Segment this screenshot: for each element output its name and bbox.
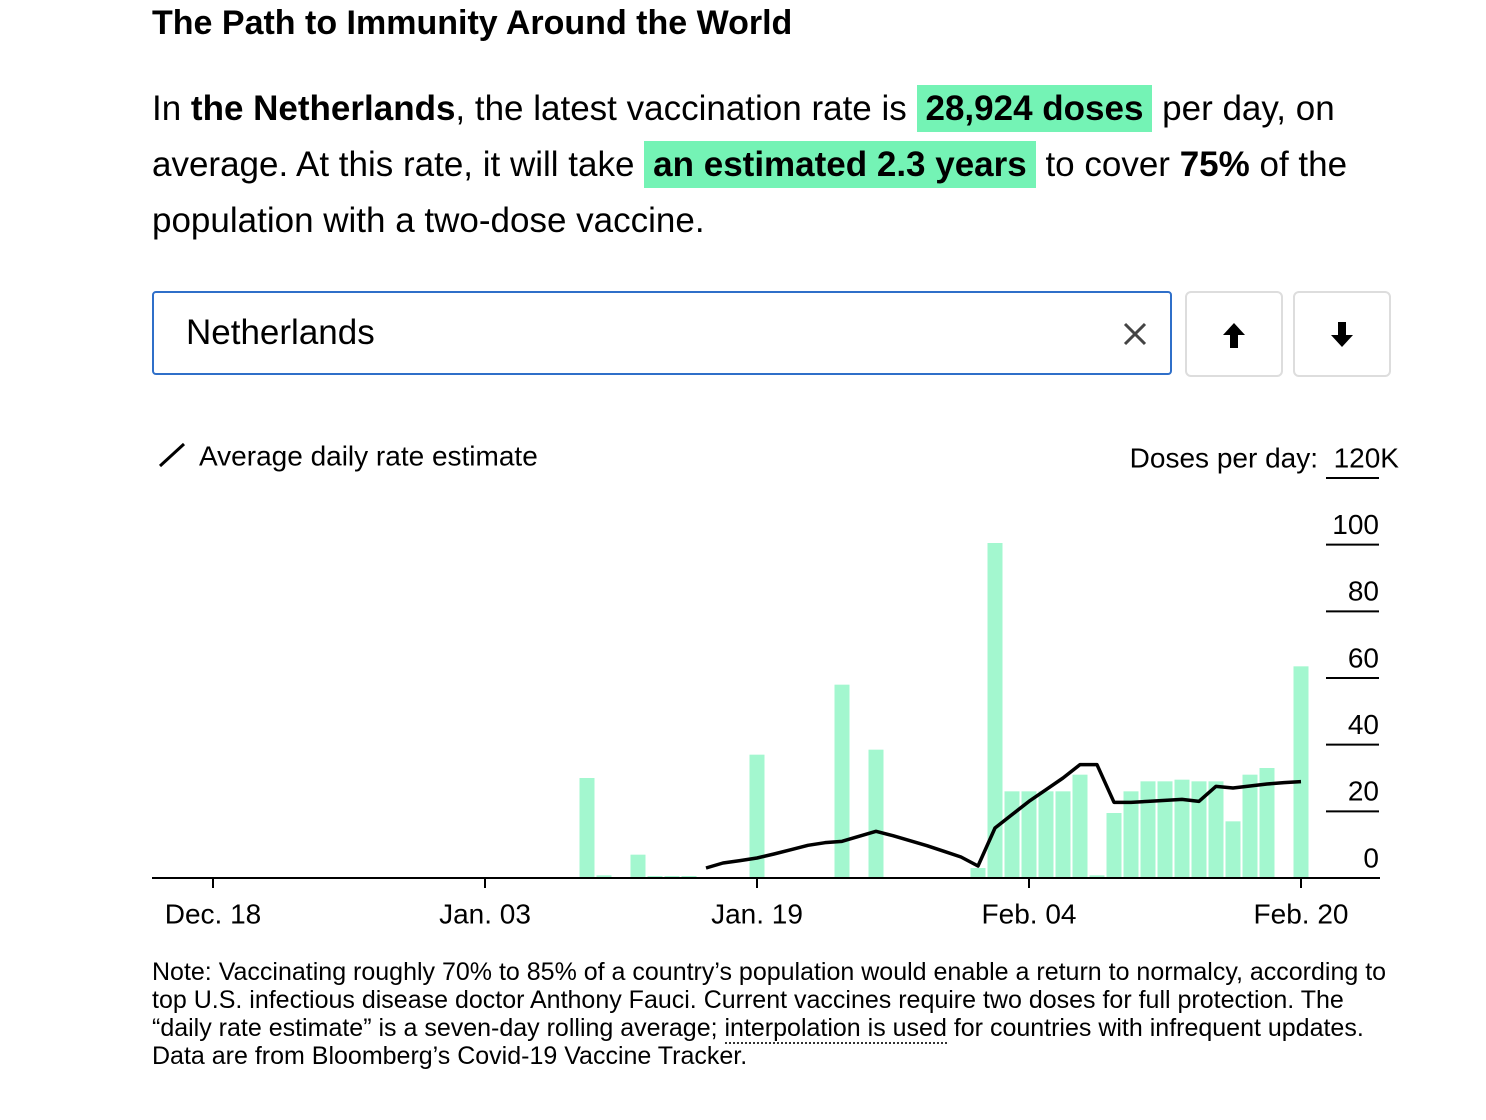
- up-icon: [1223, 323, 1245, 348]
- bar: [596, 875, 612, 878]
- y-tick-label: 100: [1332, 509, 1379, 540]
- bar: [970, 868, 986, 878]
- bar: [1106, 813, 1122, 878]
- text: to cover: [1035, 145, 1180, 184]
- up-button[interactable]: [1185, 291, 1283, 377]
- text: , the latest vaccination rate is: [455, 89, 917, 128]
- bar: [1021, 791, 1037, 878]
- bar: [1293, 666, 1309, 878]
- bar: [1038, 791, 1054, 878]
- text: of the population with a two-dose vaccin…: [152, 145, 1348, 240]
- bar: [987, 543, 1003, 878]
- chart: Average daily rate estimate 0 20 40 60 80 100…: [152, 440, 1400, 929]
- search-box[interactable]: Netherlands: [152, 291, 1172, 375]
- rate: 28,924 doses: [916, 85, 1153, 132]
- y-tick-label: 120K: [1334, 442, 1400, 473]
- bar: [868, 749, 884, 878]
- bar: [1140, 781, 1156, 878]
- bar: [749, 754, 765, 878]
- bar: [1055, 791, 1071, 878]
- legend-icon: [158, 442, 186, 468]
- summary: In the Netherlands, the latest vaccinati…: [152, 81, 1412, 249]
- bar: [1191, 781, 1207, 878]
- note: Note: Vaccinating roughly 70% to 85% of …: [152, 958, 1392, 1070]
- bar: [1089, 875, 1105, 878]
- y-tick-label: 40: [1348, 709, 1379, 740]
- country: the Netherlands: [190, 89, 456, 128]
- clear-button[interactable]: [1122, 321, 1148, 347]
- y-tick-label: 60: [1348, 642, 1379, 673]
- title: The Path to Immunity Around the World: [152, 4, 793, 42]
- y-tick-label: 20: [1348, 776, 1379, 807]
- bar: [579, 778, 595, 878]
- x-tick-label: Jan. 19: [711, 898, 803, 929]
- x-tick-label: Feb. 20: [1254, 898, 1349, 929]
- y-tick-label: 0: [1363, 842, 1379, 873]
- x-tick-label: Jan. 03: [439, 898, 531, 929]
- bar: [1174, 779, 1190, 878]
- bar: [1004, 791, 1020, 878]
- bar: [1157, 781, 1173, 878]
- estimate: an estimated 2.3 years: [644, 141, 1036, 188]
- text: Note: Vaccinating roughly 70% to 85% of …: [152, 958, 1387, 1042]
- search-value: Netherlands: [186, 313, 375, 352]
- y-axis-label: Doses per day:: [1130, 442, 1318, 473]
- legend-label: Average daily rate estimate: [199, 440, 538, 471]
- text: for countries with infrequent updates. D…: [152, 1014, 1364, 1070]
- bar: [1208, 781, 1224, 878]
- bar: [1072, 774, 1088, 878]
- bar: [834, 684, 850, 878]
- down-icon: [1331, 322, 1353, 347]
- bar: [630, 854, 646, 878]
- bar: [1259, 768, 1275, 878]
- bar: [1123, 791, 1139, 878]
- text: per day, on average. At this rate, it wi…: [152, 89, 1335, 184]
- x-tick-label: Feb. 04: [982, 898, 1077, 929]
- x-tick-label: Dec. 18: [165, 898, 262, 929]
- y-tick-label: 80: [1348, 576, 1379, 607]
- line: [705, 762, 1302, 870]
- link[interactable]: interpolation is used: [724, 1014, 947, 1044]
- bar: [1225, 821, 1241, 878]
- target: 75%: [1179, 145, 1250, 184]
- text: In: [152, 89, 191, 128]
- bar: [1242, 774, 1258, 878]
- down-button[interactable]: [1293, 291, 1391, 377]
